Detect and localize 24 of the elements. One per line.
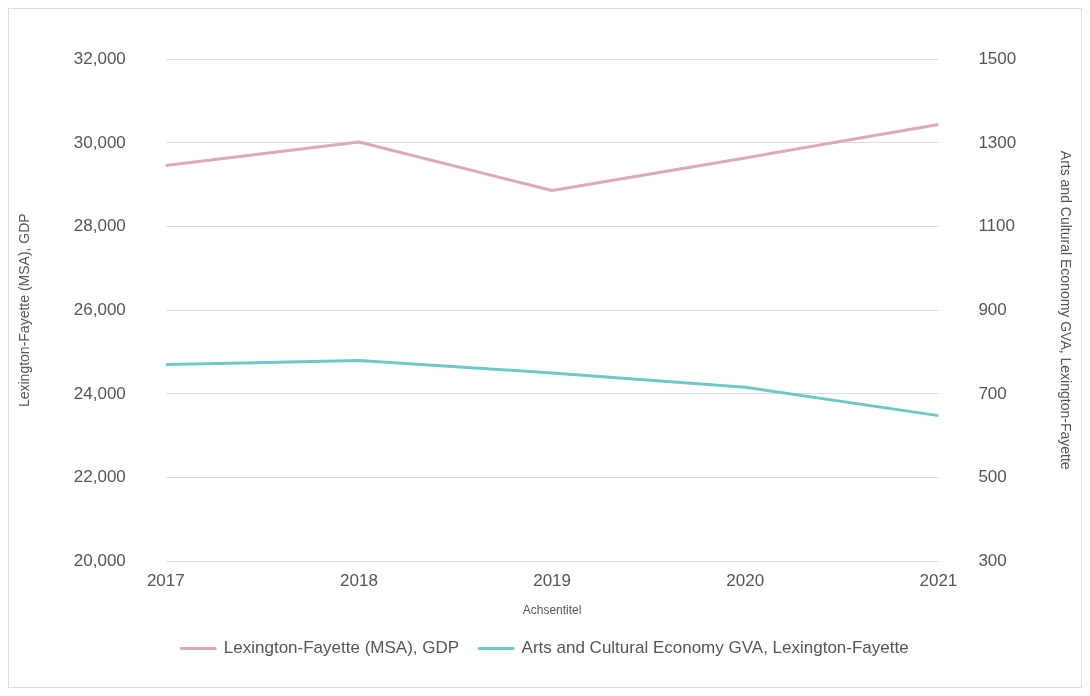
y2-tick-label: 300	[978, 550, 1007, 570]
legend-label: Lexington-Fayette (MSA), GDP	[223, 638, 460, 658]
y2-tick-label: 900	[978, 299, 1007, 319]
x-tick-label: 2021	[919, 571, 958, 591]
y-tick-label: 20,000	[73, 550, 126, 570]
x-tick-label: 2017	[146, 571, 185, 591]
x-axis-title: Achsentitel	[522, 603, 582, 618]
y-tick-label: 30,000	[73, 132, 126, 152]
y2-tick-label: 1100	[978, 216, 1015, 236]
x-tick-label: 2020	[726, 571, 765, 591]
y-tick-label: 24,000	[73, 383, 126, 403]
x-tick-label: 2018	[340, 571, 378, 591]
y2-tick-label: 500	[978, 467, 1007, 487]
y-tick-label: 22,000	[73, 467, 126, 487]
y-tick-label: 28,000	[73, 216, 126, 236]
y2-tick-label: 1300	[978, 132, 1017, 152]
y2-tick-label: 700	[978, 383, 1007, 403]
y-axis-title: Lexington-Fayette (MSA), GDP	[16, 213, 33, 408]
y2-tick-label: 1500	[978, 48, 1017, 68]
x-tick-label: 2019	[533, 571, 571, 591]
y-tick-label: 26,000	[73, 299, 126, 319]
y2-axis-title: Arts and Cultural Economy GVA, Lexington-Fayette	[1057, 150, 1074, 470]
legend-label: Arts and Cultural Economy GVA, Lexington-Fayette	[521, 638, 909, 658]
y-tick-label: 32,000	[73, 48, 126, 68]
